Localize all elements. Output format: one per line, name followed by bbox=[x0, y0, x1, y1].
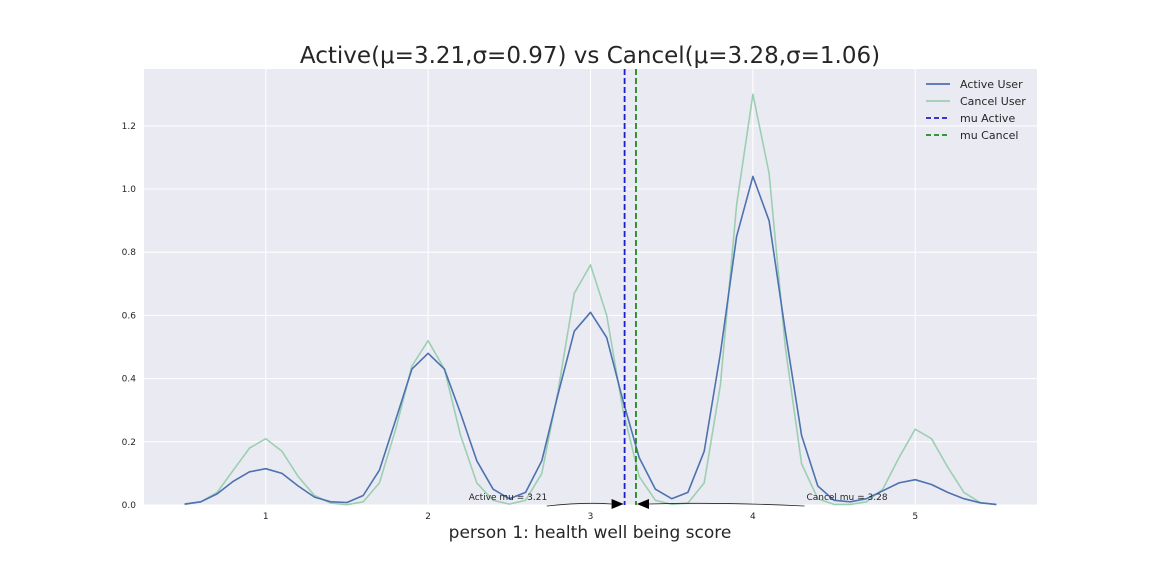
x-tick-label: 2 bbox=[425, 512, 431, 522]
y-tick-label: 0.2 bbox=[122, 438, 136, 448]
y-tick-label: 0.8 bbox=[122, 248, 137, 258]
tick-labels: 1 2 3 4 5 0.0 0.2 0.4 0.6 0.8 1.0 1.2 bbox=[122, 122, 918, 522]
legend: Active User Cancel User mu Active mu Cancel bbox=[926, 78, 1026, 142]
series-lines bbox=[184, 93, 997, 506]
annotation-label: Cancel mu = 3.28 bbox=[806, 493, 887, 503]
annotation-arrow-line bbox=[546, 502, 612, 507]
annotation-arrow-head bbox=[636, 499, 649, 509]
legend-label: Cancel User bbox=[960, 95, 1026, 108]
chart-title: Active(μ=3.21,σ=0.97) vs Cancel(μ=3.28,σ… bbox=[300, 43, 880, 69]
y-tick-label: 1.0 bbox=[122, 185, 137, 195]
x-tick-label: 4 bbox=[750, 512, 756, 522]
x-tick-label: 5 bbox=[912, 512, 918, 522]
annotation-arrow-head bbox=[611, 499, 624, 509]
y-tick-label: 0.6 bbox=[122, 311, 137, 321]
grid-lines bbox=[144, 69, 1037, 506]
active-user-line bbox=[184, 175, 997, 506]
x-axis-label: person 1: health well being score bbox=[449, 523, 732, 543]
x-tick-label: 3 bbox=[588, 512, 594, 522]
y-tick-label: 0.4 bbox=[122, 375, 137, 385]
mean-lines bbox=[623, 69, 637, 505]
x-tick-label: 1 bbox=[263, 512, 269, 522]
annotation-arrow-line bbox=[648, 502, 805, 507]
legend-label: mu Cancel bbox=[960, 129, 1018, 142]
legend-label: Active User bbox=[960, 78, 1023, 91]
y-tick-label: 0.0 bbox=[122, 501, 137, 511]
annotation-label: Active mu = 3.21 bbox=[469, 493, 547, 503]
annotations: Active mu = 3.21 Cancel mu = 3.28 bbox=[469, 493, 888, 509]
legend-label: mu Active bbox=[960, 112, 1015, 125]
y-tick-label: 1.2 bbox=[122, 122, 136, 132]
